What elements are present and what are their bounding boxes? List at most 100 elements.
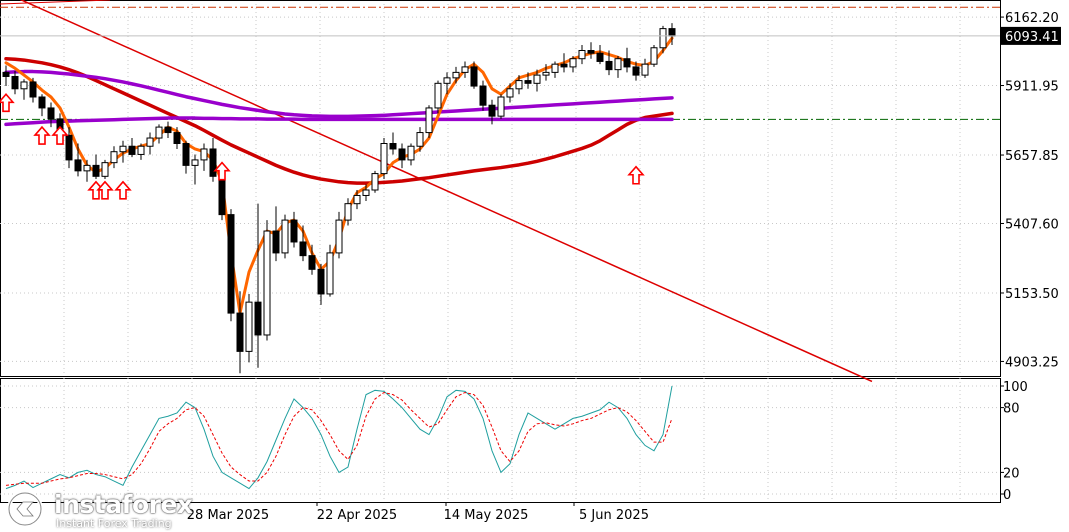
candle-body: [317, 268, 325, 295]
oscillator-tick-label: 20: [1003, 466, 1020, 481]
candle-body: [524, 80, 532, 84]
candle-body: [605, 60, 613, 71]
candle-body: [272, 230, 280, 254]
candle-body: [128, 145, 136, 155]
up-arrow-signal: [96, 180, 114, 200]
candle-body: [290, 219, 298, 243]
price-tick-label: 5153.50: [1005, 287, 1059, 302]
candle-body: [254, 301, 262, 336]
trend-line-upper: [0, 0, 111, 5]
candle-body: [587, 50, 595, 54]
candle-body: [119, 145, 127, 153]
up-arrow-signal: [33, 125, 51, 145]
up-arrow-signal: [627, 165, 645, 185]
candle-body: [236, 312, 244, 352]
time-tick-label: 28 Mar 2025: [187, 508, 269, 523]
signal-arrows: [0, 93, 645, 200]
candle-body: [668, 28, 676, 37]
price-axis: 6162.20 5911.95 5657.85 5407.60 5153.50 4903.…: [187, 11, 1059, 523]
candle-body: [335, 219, 343, 254]
time-tick-label: 22 Apr 2025: [317, 508, 397, 523]
time-tick-label: 5 Jun 2025: [579, 508, 649, 523]
candle-body: [551, 63, 559, 73]
current-price-label: 6093.41: [1005, 30, 1059, 45]
candle-body: [497, 96, 505, 117]
current-price-tag: [1001, 26, 1061, 45]
candle-body: [371, 173, 379, 191]
price-tick-label: 5911.95: [1005, 80, 1059, 95]
candle-body: [137, 145, 145, 155]
candle-body: [65, 134, 73, 161]
candle-body: [326, 252, 334, 295]
candle-body: [650, 47, 658, 65]
candle-body: [506, 88, 514, 98]
candle-body: [92, 164, 100, 177]
candle-body: [245, 301, 253, 352]
candle-body: [83, 164, 91, 172]
price-tick-label: 5657.85: [1005, 149, 1059, 164]
candle-body: [515, 80, 523, 90]
time-tick-label: 14 May 2025: [444, 508, 529, 523]
candle-body: [146, 137, 154, 147]
oscillator-tick-label: 80: [1003, 402, 1020, 417]
candle-body: [452, 71, 460, 79]
candle-body: [47, 107, 55, 120]
candle-body: [29, 81, 37, 98]
candle-body: [308, 255, 316, 270]
candle-body: [38, 96, 46, 109]
candle-body: [218, 175, 226, 216]
candle-body: [479, 85, 487, 106]
logo-tagline: Instant Forex Trading: [56, 517, 172, 530]
candle-body: [191, 159, 199, 166]
candle-body: [398, 148, 406, 161]
price-tick-label: 5407.60: [1005, 217, 1059, 232]
candle-body: [641, 63, 649, 76]
candle-body: [299, 241, 307, 257]
moving-average-line: [4, 69, 674, 119]
candle-body: [74, 159, 82, 172]
candle-body: [434, 82, 442, 109]
candle-body: [488, 104, 496, 117]
candle-body: [416, 132, 424, 147]
candle-body: [2, 71, 10, 77]
candle-body: [173, 132, 181, 144]
candle-body: [11, 75, 19, 90]
candle-body: [353, 194, 361, 205]
oscillator-tick-label: 0: [1003, 488, 1011, 503]
up-arrow-signal: [114, 180, 132, 200]
candle-body: [155, 126, 163, 139]
candle-body: [281, 219, 289, 254]
candle-body: [407, 145, 415, 161]
candle-body: [533, 74, 541, 84]
grid: [0, 4, 1000, 502]
moving-average-line: [4, 116, 674, 127]
brand-logo: instaforex Instant Forex Trading: [4, 488, 193, 530]
up-arrow-signal: [0, 93, 15, 113]
candle-body: [560, 63, 568, 68]
candle-body: [227, 214, 235, 314]
oscillator-main-line: [5, 385, 673, 490]
candle-body: [425, 107, 433, 134]
candle-body: [632, 66, 640, 76]
price-panel-frame: [0, 0, 1001, 377]
oscillator-tick-label: 100: [1003, 380, 1028, 395]
candle-body: [596, 52, 604, 62]
oscillator-panel-frame: [0, 378, 1001, 503]
candle-body: [569, 58, 577, 68]
price-tick-label: 6162.20: [1005, 11, 1059, 26]
candle-body: [380, 143, 388, 175]
candle-body: [20, 81, 28, 90]
candle-body: [101, 162, 109, 177]
moving-average-line: [4, 56, 674, 185]
candle-body: [182, 143, 190, 166]
candle-body: [110, 151, 118, 164]
candle-body: [542, 71, 550, 76]
oscillator-signal-line: [5, 391, 673, 486]
price-tick-label: 4903.25: [1005, 355, 1059, 370]
candle-body: [200, 148, 208, 161]
candle-body: [209, 148, 217, 177]
candle-body: [578, 50, 586, 60]
trend-line: [19, 0, 873, 383]
candle-body: [164, 126, 172, 134]
